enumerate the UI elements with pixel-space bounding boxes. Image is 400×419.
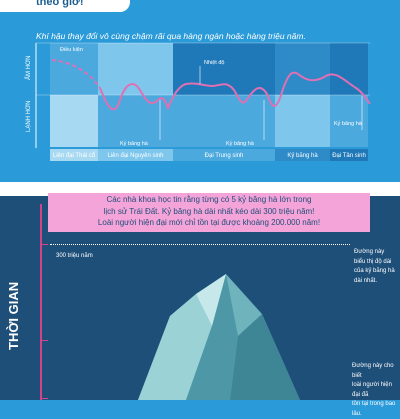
climate-chart [35,42,371,161]
era-bar-3 [173,149,275,161]
note-2-line-1: Đường này cho biết [352,363,394,379]
warmer-label: ẤM HƠN [26,55,32,80]
note-1-line-4: dài nhất. [354,277,378,284]
intro-text: Khí hậu thay đổi vô cùng chậm rãi qua hà… [36,31,306,41]
era-label-4: Kỷ băng hà [287,153,318,159]
iceberg-mid-face [186,274,238,400]
era-label-1: Liên đại Thái cổ [52,153,96,159]
marker-300m-label: 300 triệu năm [56,253,93,259]
note-2-line-3: tồn tại trong bao lâu. [352,401,396,417]
tick-bottom [40,398,48,399]
warm-band-3 [173,43,275,95]
climate-chart-section: theo giờ! Khí hậu thay đổi vô cùng chậm … [0,0,400,182]
humans-note: Đường này cho biết loài người hiện đại đ… [352,362,400,419]
cold-band-3 [173,95,275,147]
callout-line-2: lịch sử Trái Đất. Kỷ băng hà dài nhất ké… [103,206,315,216]
warm-band-1 [50,43,98,95]
note-1-line-1: Đường này [354,249,385,255]
iceberg-illustration [138,274,300,400]
era-bar-4 [275,149,330,161]
ice-age-label-3: Kỷ băng hà [334,121,362,127]
iceberg-left-face [138,294,212,400]
temperature-annotation: Nhiệt độ [204,60,225,66]
time-axis [40,204,42,400]
era-label-2: Liên đại Nguyên sinh [107,153,164,159]
tick-300m [40,244,48,245]
era-bar-5 [330,149,368,161]
warm-band-5 [330,43,368,95]
iceberg-highlight [196,274,226,326]
callout-line-3: Loài người hiện đại mới chỉ tồn tại được… [97,218,321,227]
cold-band-5 [330,95,368,147]
note-1-line-3: của kỷ băng hà [354,268,395,274]
time-axis-title: THỜI GIAN [6,281,21,350]
tick-mid [40,340,48,341]
era-bar-2 [98,149,173,161]
temperature-line [99,71,371,111]
note-2-line-2: loài người hiện đại đã [352,382,392,398]
cold-band-4 [275,95,330,147]
callout-line-1: Các nhà khoa học tin rằng từng có 5 kỷ b… [106,195,312,204]
colder-label: LẠNH HƠN [26,100,32,132]
longest-ice-age-note: Đường này biểu thị độ dài của kỷ băng hà… [354,248,400,286]
section-divider [0,182,400,196]
header-title: theo giờ! [36,0,84,8]
ice-age-label-2: Kỷ băng hà [226,141,254,147]
era-bar-1 [50,149,98,161]
iceberg-right-face [230,314,300,400]
cold-band-1 [50,95,98,147]
warm-band-2 [98,43,173,95]
ice-age-callout: Các nhà khoa học tin rằng từng có 5 kỷ b… [48,193,370,232]
era-label-3: Đại Trung sinh [204,153,244,159]
unknown-annotation: Điều kiện [60,47,83,53]
longest-ice-age-line [50,244,350,245]
era-label-5: Đại Tân sinh [332,153,366,159]
ice-age-label-1: Kỷ băng hà [120,141,148,147]
temperature-dashed-line [51,59,101,89]
header-tab: theo giờ! [0,0,130,12]
cold-band-2 [98,95,173,147]
note-1-line-2: biểu thị độ dài [354,258,392,265]
